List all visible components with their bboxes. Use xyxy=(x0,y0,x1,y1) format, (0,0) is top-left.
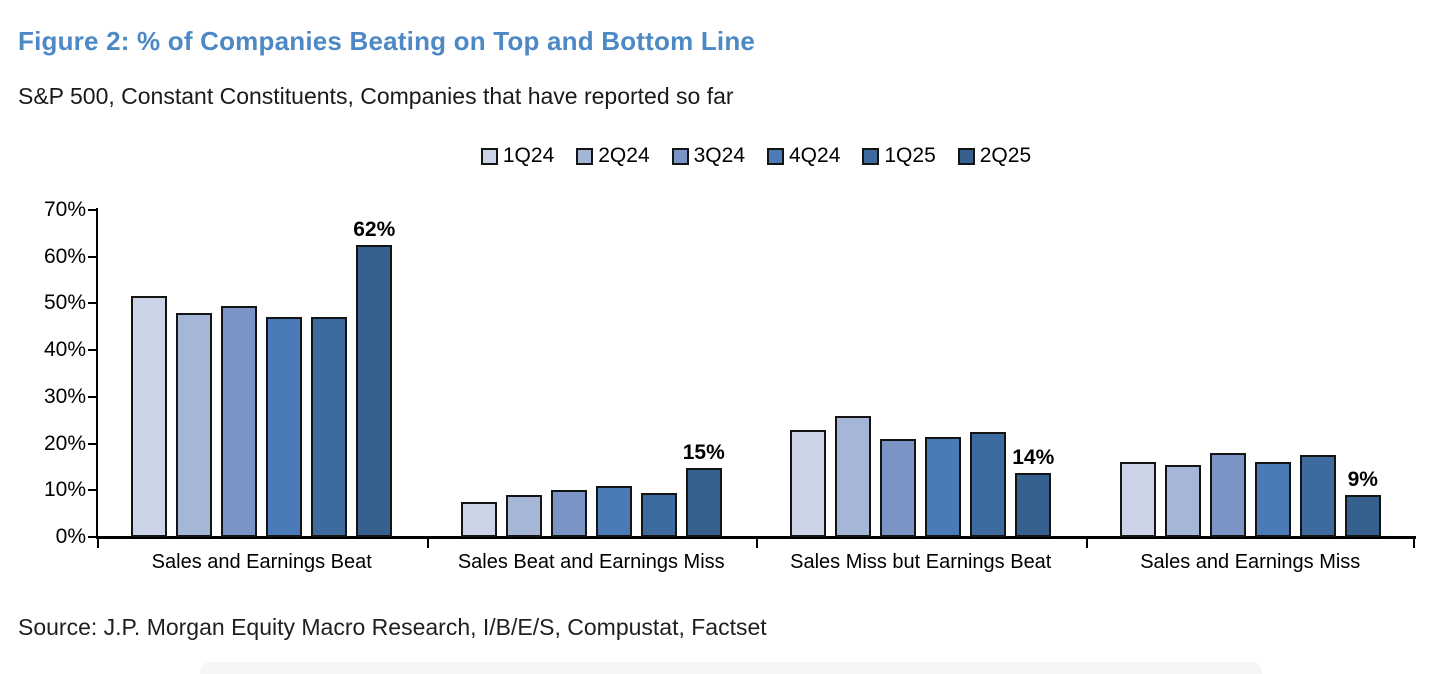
y-tick-mark xyxy=(88,302,97,305)
bar-3q24 xyxy=(221,306,258,537)
legend-label: 1Q25 xyxy=(884,144,936,167)
legend-label: 1Q24 xyxy=(502,144,555,167)
legend-label: 3Q24 xyxy=(693,144,745,167)
y-tick-label: 0% xyxy=(55,525,86,548)
y-tick-mark xyxy=(88,442,97,445)
legend-swatch-1q24 xyxy=(480,147,498,165)
y-tick-label: 40% xyxy=(43,338,86,362)
bar-group: 9% xyxy=(1086,210,1416,537)
legend-item: 2Q24 xyxy=(576,144,650,168)
legend-item: 4Q24 xyxy=(767,144,840,168)
figure-subtitle: S&P 500, Constant Constituents, Companie… xyxy=(18,83,734,109)
bar-value-label: 15% xyxy=(682,441,725,464)
bar-1q24 xyxy=(460,502,497,537)
source-note: Source: J.P. Morgan Equity Macro Researc… xyxy=(18,614,767,640)
bar-value-label: 14% xyxy=(1012,446,1055,469)
legend-label: 2Q25 xyxy=(979,144,1032,167)
y-tick-mark xyxy=(88,536,97,538)
y-tick-label: 30% xyxy=(43,384,86,408)
legend-swatch-1q25 xyxy=(862,147,880,165)
bar-1q25 xyxy=(640,493,677,537)
category-label: Sales Miss but Earnings Beat xyxy=(790,551,1052,573)
category-label: Sales Beat and Earnings Miss xyxy=(457,551,725,573)
bar-1q25 xyxy=(1299,455,1336,537)
x-tick-mark xyxy=(1413,538,1415,548)
bar-3q24 xyxy=(1209,453,1246,537)
y-tick-mark xyxy=(88,395,97,398)
y-tick-mark xyxy=(88,209,97,211)
x-axis-line xyxy=(96,536,1416,539)
y-tick-mark xyxy=(88,349,97,352)
category-label: Sales and Earnings Miss xyxy=(1140,551,1361,573)
legend-swatch-3q24 xyxy=(671,147,689,165)
legend-label: 2Q24 xyxy=(598,144,650,167)
bar-group: 62% xyxy=(97,210,427,537)
bar-4q24 xyxy=(266,317,303,537)
bottom-decorative-band xyxy=(200,662,1262,674)
bar-value-label: 9% xyxy=(1347,468,1378,491)
bar-2q24 xyxy=(176,313,213,537)
bar-1q24 xyxy=(1119,462,1156,537)
bar-2q25: 14% xyxy=(1012,446,1054,537)
legend-swatch-4q24 xyxy=(767,147,784,165)
bar-2q25: 62% xyxy=(353,218,395,537)
legend-item: 1Q25 xyxy=(862,144,936,168)
bar-value-label: 62% xyxy=(353,218,396,241)
bar-2q25: 9% xyxy=(1344,468,1381,537)
bar-1q24 xyxy=(131,296,168,537)
y-tick-label: 20% xyxy=(43,431,86,455)
bar-2q24 xyxy=(505,495,542,537)
bar-2q24 xyxy=(835,416,872,537)
bar-4q24 xyxy=(595,486,632,537)
bar-1q25 xyxy=(970,432,1007,537)
legend-swatch-2q24 xyxy=(576,147,594,165)
bar-2q25: 15% xyxy=(683,441,725,537)
chart-legend: 1Q24 2Q24 3Q24 4Q24 1Q25 2Q25 xyxy=(97,144,1415,168)
legend-item: 1Q24 xyxy=(480,144,555,168)
bar-2q24 xyxy=(1164,465,1201,537)
x-tick-mark xyxy=(1085,538,1088,548)
legend-swatch-2q25 xyxy=(957,147,975,165)
x-tick-mark xyxy=(97,538,99,548)
legend-label: 4Q24 xyxy=(789,144,841,167)
y-tick-label: 10% xyxy=(43,478,86,502)
figure-title: Figure 2: % of Companies Beating on Top … xyxy=(18,26,756,56)
bar-3q24 xyxy=(880,439,917,537)
y-tick-mark xyxy=(88,489,97,492)
bar-1q24 xyxy=(790,430,827,537)
bar-3q24 xyxy=(550,490,587,537)
y-axis-line xyxy=(96,208,98,537)
legend-item: 3Q24 xyxy=(671,144,745,168)
y-tick-label: 60% xyxy=(43,244,86,268)
legend-item: 2Q25 xyxy=(957,144,1032,168)
x-tick-mark xyxy=(756,538,758,548)
x-tick-mark xyxy=(426,538,429,548)
bar-group: 14% xyxy=(756,210,1086,537)
y-tick-label: 50% xyxy=(43,291,86,315)
bar-4q24 xyxy=(925,437,962,537)
bar-group: 15% xyxy=(427,210,757,537)
bar-4q24 xyxy=(1254,462,1291,537)
y-tick-mark xyxy=(88,255,97,258)
bar-1q25 xyxy=(311,317,348,537)
category-label: Sales and Earnings Beat xyxy=(151,551,372,573)
y-tick-label: 70% xyxy=(43,198,86,221)
